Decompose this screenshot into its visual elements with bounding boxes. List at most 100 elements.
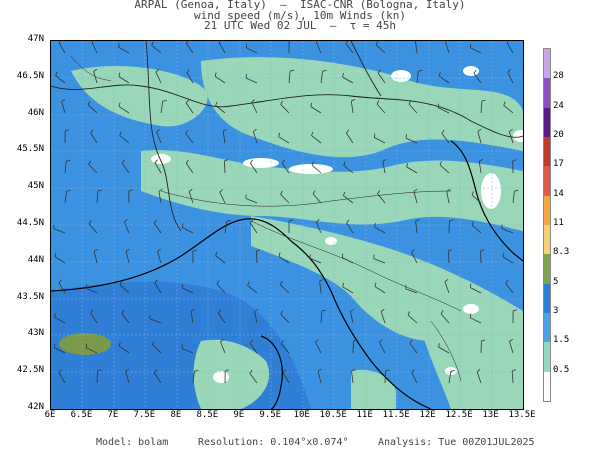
wind-barb-flag <box>322 70 327 72</box>
wind-barb-flag <box>119 131 122 136</box>
lon-label: 6.5E <box>70 410 93 420</box>
wind-barb <box>149 318 162 324</box>
lon-label: 12.5E <box>445 410 473 420</box>
wind-barb <box>374 286 386 294</box>
lon-label: 10E <box>293 410 310 420</box>
wind-barb-flag <box>253 128 257 132</box>
wind-barb <box>373 258 386 264</box>
wind-barb-flag <box>477 128 482 132</box>
wind-barb-flag <box>444 278 449 283</box>
wind-barb-flag <box>90 309 94 314</box>
wind-barb <box>54 347 66 354</box>
wind-barb <box>343 165 354 174</box>
wind-barb <box>280 313 290 324</box>
borders <box>51 41 523 232</box>
wind-barb <box>405 137 418 144</box>
wind-barb <box>440 313 450 324</box>
wind-barb-flag <box>226 220 231 222</box>
lon-label: 8.5E <box>196 410 219 420</box>
wind-barb-flag <box>508 128 513 132</box>
wind-barb-flag <box>290 69 295 72</box>
wind-barb-flag <box>249 159 254 164</box>
wind-barb <box>215 255 226 264</box>
colorbar-segment <box>544 342 550 373</box>
wind-barb-flag <box>481 339 486 342</box>
wind-barb <box>346 222 354 234</box>
wind-barb-flag <box>418 69 423 72</box>
wind-barb <box>445 41 450 54</box>
wind-barb-flag <box>245 43 248 48</box>
wind-barb <box>315 221 322 234</box>
wind-barb-flag <box>438 72 441 77</box>
wind-barb-flag <box>121 309 125 314</box>
lon-label: 9.5E <box>259 410 282 420</box>
wind-barb-flag <box>377 190 381 194</box>
wind-barb <box>345 43 354 54</box>
wind-barb-flag <box>473 69 477 74</box>
wind-barb <box>181 287 194 294</box>
wind-barb <box>87 104 98 114</box>
wind-barb <box>411 252 418 264</box>
wind-barb-flag <box>188 188 193 192</box>
wind-barb <box>152 344 162 354</box>
wind-barb <box>280 104 290 114</box>
wind-barb-flag <box>514 189 519 192</box>
wind-barb <box>343 195 354 204</box>
wind-barb <box>185 42 194 54</box>
wind-barb <box>379 342 386 354</box>
wind-barb <box>119 284 130 294</box>
wind-barb-flag <box>90 129 94 134</box>
wind-barb <box>185 162 194 174</box>
wind-barb-flag <box>119 281 123 286</box>
colorbar-segment <box>544 313 550 343</box>
wind-barb-flag <box>250 219 254 224</box>
wind-barb <box>245 77 258 84</box>
wind-barb-flag <box>316 41 318 43</box>
colorbar-segment <box>544 78 550 109</box>
wind-barb-flag <box>311 131 314 136</box>
wind-barb-flag <box>254 308 259 312</box>
calm-patch <box>481 173 501 209</box>
wind-barb <box>446 191 450 204</box>
wind-map <box>50 40 524 410</box>
wind-barb-flag <box>125 368 130 372</box>
wind-barb-flag <box>413 188 418 192</box>
wind-map-svg <box>51 41 523 409</box>
wind-barb-flag <box>319 279 324 282</box>
coastline <box>51 140 523 409</box>
wind-barb <box>157 251 162 264</box>
wind-barb-flag <box>279 280 283 285</box>
wind-barb-flag <box>251 99 255 103</box>
wind-barb-flag <box>128 189 133 192</box>
wind-barb <box>219 192 226 204</box>
wind-barb <box>350 311 354 324</box>
wind-barb-flag <box>406 162 408 167</box>
wind-barb <box>288 70 291 84</box>
wind-barb-flag <box>256 249 261 252</box>
wind-barb-flag <box>54 252 57 257</box>
regional-lines <box>70 55 462 382</box>
wind-barb-flag <box>222 128 227 132</box>
wind-barb <box>505 283 514 294</box>
wind-barb-flag <box>214 72 217 77</box>
wind-barb-flag <box>374 223 376 228</box>
wind-barb <box>118 345 130 354</box>
wind-barb-flag <box>512 159 517 162</box>
wind-barb-flag <box>311 161 314 166</box>
land-area-corsica <box>193 339 270 409</box>
lon-label: 11.5E <box>382 410 410 420</box>
wind-barb-flag <box>154 159 158 163</box>
wind-barb <box>315 41 322 54</box>
colorbar-segment <box>544 225 550 255</box>
lat-label: 42N <box>27 402 44 412</box>
wind-barb-flag <box>54 313 56 318</box>
wind-barb-flag <box>58 369 62 373</box>
wind-barb <box>188 191 194 204</box>
wind-barb <box>448 371 452 384</box>
wind-barb <box>317 371 322 384</box>
map-header: ARPAL (Genoa, Italy) — ISAC-CNR (Bologna… <box>0 0 600 32</box>
colorbar-label: 8.3 <box>553 247 570 258</box>
wind-barb <box>509 341 514 354</box>
wind-barb-flag <box>278 132 280 137</box>
wind-barb-flag <box>505 279 509 284</box>
